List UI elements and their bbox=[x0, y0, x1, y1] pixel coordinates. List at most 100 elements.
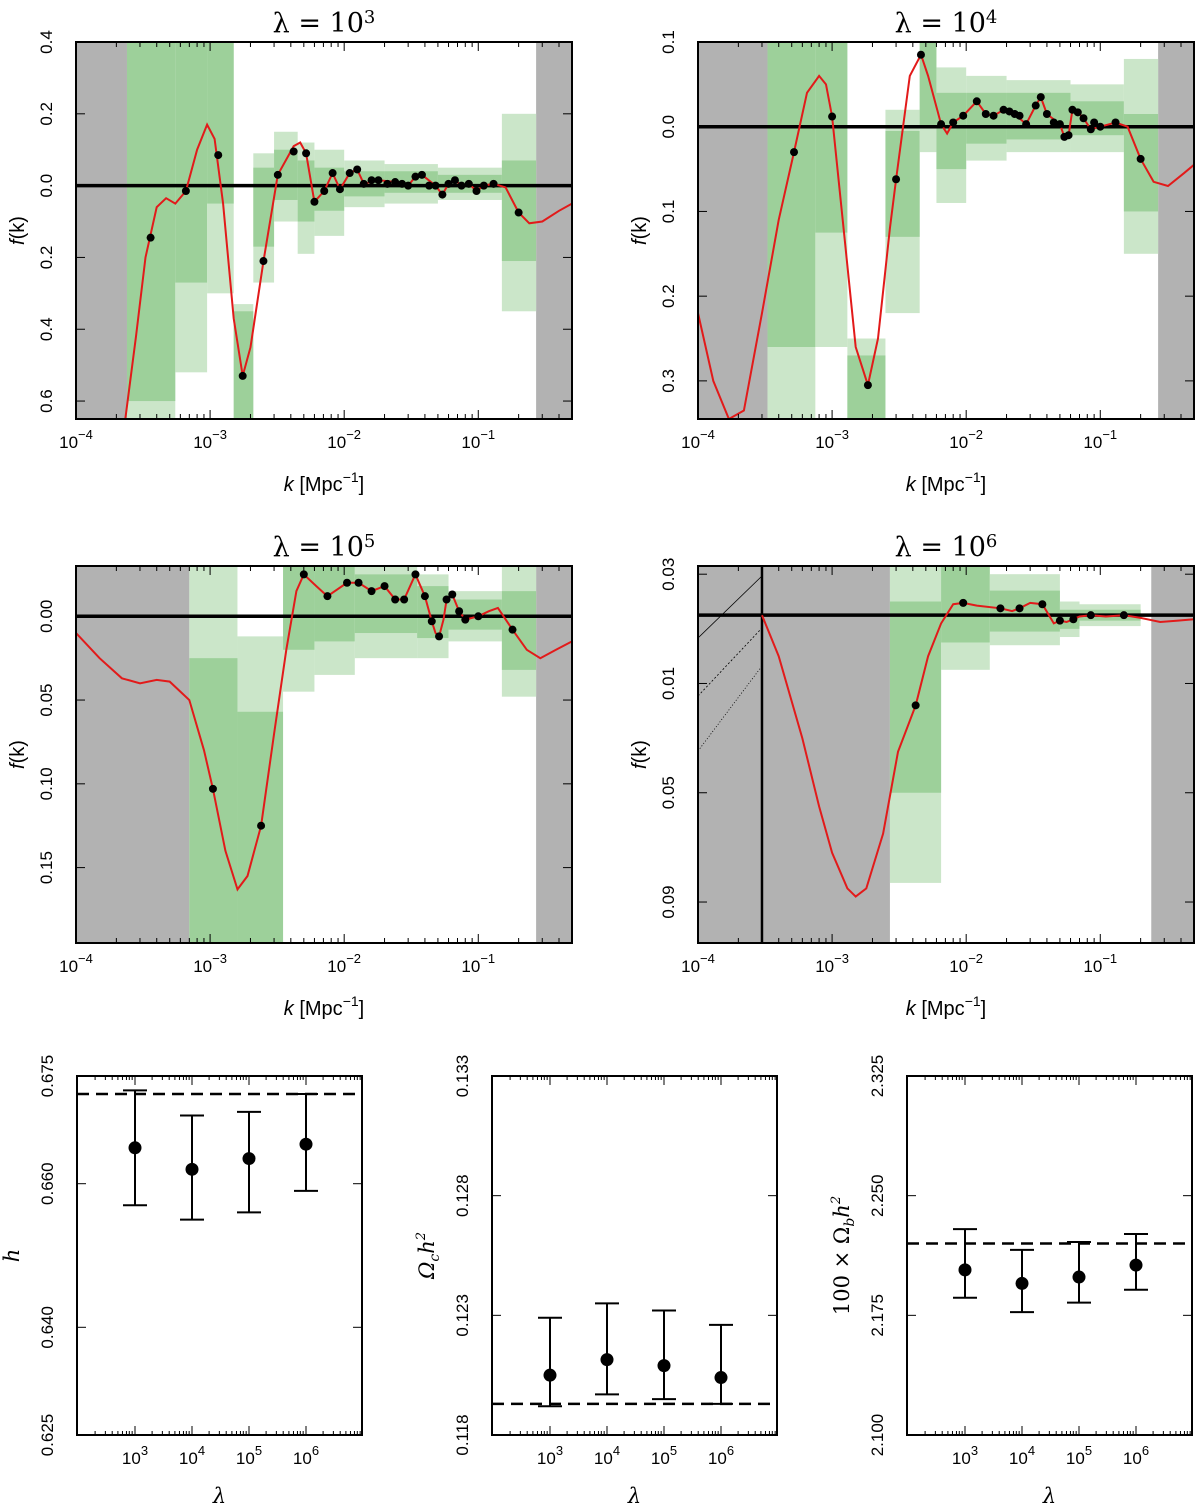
x-tick-label: 10−3 bbox=[193, 951, 227, 976]
x-tick-label-exp: 5 bbox=[1085, 1443, 1092, 1458]
data-point bbox=[790, 148, 799, 157]
x-label-exp: −1 bbox=[965, 469, 981, 485]
y-label-subscript: c bbox=[427, 1254, 443, 1262]
band-68 bbox=[936, 92, 967, 170]
x-tick-label: 10−2 bbox=[949, 951, 983, 976]
estimate-point bbox=[657, 1359, 671, 1373]
x-tick-label: 103 bbox=[537, 1443, 563, 1468]
data-point bbox=[208, 784, 217, 793]
x-tick-label-exp: −1 bbox=[1102, 951, 1117, 966]
x-tick-label-exp: −3 bbox=[212, 427, 227, 442]
x-label-exp: −1 bbox=[965, 993, 981, 1009]
data-point bbox=[238, 371, 247, 380]
x-tick-label: 10−1 bbox=[461, 427, 495, 452]
data-point bbox=[420, 592, 429, 601]
x-tick-label-exp: 6 bbox=[727, 1443, 734, 1458]
x-axis-label: λ bbox=[1042, 1484, 1056, 1508]
y-axis-label: f(k) bbox=[629, 216, 651, 245]
x-tick-label-exp: 4 bbox=[1028, 1443, 1035, 1458]
excluded-region bbox=[1151, 566, 1194, 943]
data-point bbox=[442, 595, 451, 604]
fk-panel-2: 10−4 10−3 10−2 10−10.10.00.10.20.3λ = 104k … bbox=[629, 7, 1195, 496]
y-tick-label: 0.10 bbox=[37, 767, 56, 800]
x-tick-label-base: 10 bbox=[461, 957, 480, 976]
x-label-unit: [Mpc bbox=[921, 474, 964, 496]
band-68 bbox=[966, 92, 1007, 144]
band-68 bbox=[175, 42, 208, 283]
data-point bbox=[367, 176, 376, 185]
y-tick-label: 0.2 bbox=[37, 246, 56, 270]
x-tick-label-exp: 5 bbox=[670, 1443, 677, 1458]
panel-title-exp: 5 bbox=[364, 531, 375, 552]
y-tick-label: 0.123 bbox=[453, 1294, 472, 1337]
data-point bbox=[1049, 118, 1058, 127]
y-tick-label: 0.09 bbox=[659, 885, 678, 918]
x-tick-label-exp: −3 bbox=[834, 951, 849, 966]
x-tick-label-exp: 3 bbox=[141, 1443, 148, 1458]
data-point bbox=[863, 381, 872, 390]
y-tick-label: 0.03 bbox=[659, 558, 678, 591]
y-axis-label: f(k) bbox=[7, 216, 29, 245]
x-tick-label: 106 bbox=[708, 1443, 734, 1468]
x-label-k: k bbox=[284, 998, 300, 1020]
x-tick-label-exp: −4 bbox=[700, 951, 715, 966]
x-tick-label-exp: −1 bbox=[1102, 427, 1117, 442]
x-label-close: ] bbox=[981, 998, 987, 1020]
x-tick-label: 10−4 bbox=[681, 951, 715, 976]
x-axis-label: λ bbox=[212, 1484, 226, 1508]
x-label-k: k bbox=[906, 474, 922, 496]
data-point bbox=[404, 181, 413, 190]
x-tick-label-base: 10 bbox=[681, 433, 700, 452]
data-point bbox=[464, 179, 473, 188]
data-point bbox=[259, 257, 268, 266]
diagonal-line-dashed bbox=[698, 627, 763, 697]
data-point bbox=[398, 179, 407, 188]
plot-area bbox=[698, 566, 1194, 943]
y-tick-label: 2.325 bbox=[868, 1055, 887, 1098]
x-tick-label: 105 bbox=[236, 1443, 262, 1468]
x-tick-label-base: 10 bbox=[815, 957, 834, 976]
x-tick-label-exp: 4 bbox=[613, 1443, 620, 1458]
x-tick-label-base: 10 bbox=[1083, 433, 1102, 452]
x-tick-label-base: 10 bbox=[327, 433, 346, 452]
panel-title-base: λ = 10 bbox=[895, 8, 986, 39]
x-tick-label-exp: −2 bbox=[968, 427, 983, 442]
y-tick-label: 0.05 bbox=[37, 683, 56, 716]
estimate-point bbox=[185, 1162, 199, 1176]
x-tick-label-base: 10 bbox=[1066, 1449, 1085, 1468]
data-point bbox=[448, 590, 457, 599]
series-curve bbox=[124, 122, 572, 419]
data-point bbox=[949, 118, 958, 127]
x-tick-label-base: 10 bbox=[949, 957, 968, 976]
x-tick-label-exp: −3 bbox=[212, 951, 227, 966]
x-label-exp: −1 bbox=[343, 469, 359, 485]
x-tick-label: 105 bbox=[1066, 1443, 1092, 1468]
data-point bbox=[411, 570, 420, 579]
estimate-point bbox=[1015, 1276, 1029, 1290]
x-tick-label-exp: 5 bbox=[255, 1443, 262, 1458]
data-point bbox=[989, 111, 998, 120]
data-point bbox=[400, 595, 409, 604]
data-point bbox=[391, 595, 400, 604]
panel-title: λ = 106 bbox=[895, 531, 998, 563]
panel-title-base: λ = 10 bbox=[895, 532, 986, 563]
y-label-rest: (k) bbox=[629, 216, 651, 239]
x-tick-label: 10−4 bbox=[681, 427, 715, 452]
plot-frame bbox=[75, 565, 573, 944]
y-label-subscript: b bbox=[842, 1218, 858, 1227]
plot-frame bbox=[76, 1075, 363, 1436]
data-point bbox=[972, 97, 981, 106]
x-tick-label: 10−4 bbox=[59, 427, 93, 452]
x-tick-label-exp: −4 bbox=[700, 427, 715, 442]
x-label-unit: [Mpc bbox=[299, 474, 342, 496]
y-label-square: 2 bbox=[829, 1196, 844, 1205]
plot-area bbox=[76, 566, 572, 943]
x-tick-label-base: 10 bbox=[461, 433, 480, 452]
x-tick-label-exp: −1 bbox=[480, 951, 495, 966]
diagonal-line bbox=[698, 575, 763, 639]
data-point bbox=[1090, 118, 1099, 127]
data-point bbox=[438, 190, 447, 199]
panel-title-exp: 3 bbox=[364, 7, 375, 28]
panel-title-exp: 6 bbox=[986, 531, 997, 552]
